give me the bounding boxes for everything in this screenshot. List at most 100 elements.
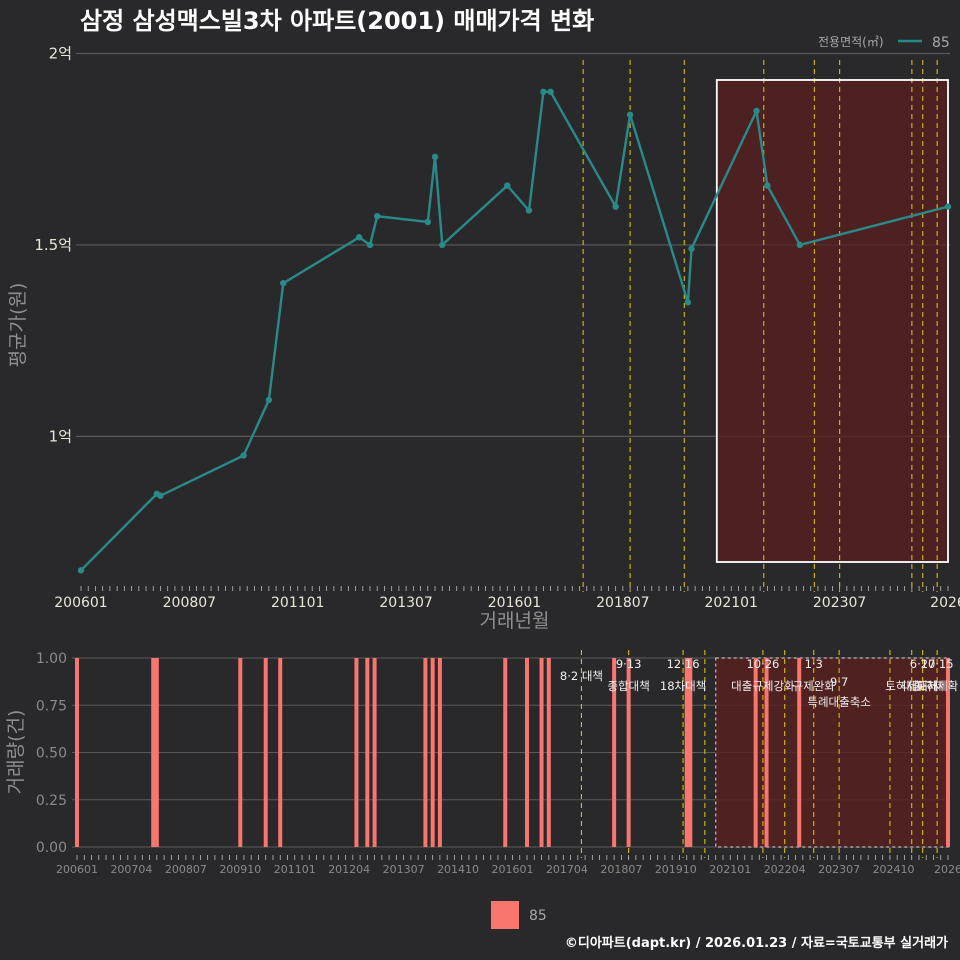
annotation-label: 토허제확 xyxy=(916,679,959,693)
x-tick-label: 200601 xyxy=(56,863,98,876)
volume-bar xyxy=(626,658,631,847)
price-point xyxy=(504,182,511,189)
y-tick-label: 1.00 xyxy=(36,651,67,667)
price-point xyxy=(540,88,547,95)
x-tick-label: 200910 xyxy=(219,863,261,876)
chart-title: 삼정 삼성맥스빌3차 아파트(2001) 매매가격 변화 xyxy=(80,7,594,35)
volume-bar xyxy=(238,658,243,847)
x-tick-label: 201204 xyxy=(328,863,370,876)
price-point xyxy=(684,299,692,306)
x-tick-label: 200601 xyxy=(54,595,107,611)
x-tick-label: 201410 xyxy=(437,863,479,876)
volume-bar xyxy=(151,658,156,847)
highlight-region xyxy=(716,80,948,562)
x-tick-label: 201101 xyxy=(274,863,316,876)
price-point xyxy=(157,492,164,499)
y-axis-label: 평균가(원) xyxy=(7,283,29,368)
footer-credit: ©디아파트(dapt.kr) / 2026.01.23 / 자료=국토교통부 실… xyxy=(565,935,948,951)
price-point xyxy=(525,207,533,214)
highlight-box xyxy=(715,79,949,563)
legend-label: 85 xyxy=(529,908,547,924)
volume-bar xyxy=(430,658,435,847)
x-axis-label: 거래년월 xyxy=(480,610,550,632)
price-point xyxy=(265,396,273,404)
price-point xyxy=(431,153,439,161)
volume-bar xyxy=(503,658,508,847)
annotation-label: 토허제해제 xyxy=(885,679,938,693)
volume-bar xyxy=(688,658,693,847)
volume-bar xyxy=(753,658,758,847)
annotation-date: 12·16 xyxy=(667,657,700,671)
x-tick-label: 202204 xyxy=(764,863,806,876)
x-tick-label: 201807 xyxy=(600,863,642,876)
volume-bar xyxy=(278,658,283,847)
legend-bar-swatch xyxy=(491,901,519,929)
volume-bar xyxy=(546,658,551,847)
x-tick-label: 2026 xyxy=(934,863,960,876)
y-tick-label: 1.5억 xyxy=(34,236,72,254)
annotation-label: 종합대책 xyxy=(607,679,649,693)
x-tick-label: 201601 xyxy=(492,863,534,876)
price-point xyxy=(439,241,446,249)
y-axis-label: 거래량(건) xyxy=(5,710,27,795)
x-tick-label: 201307 xyxy=(379,595,432,611)
volume-bar xyxy=(539,658,544,847)
volume-bar xyxy=(365,658,370,847)
y-tick-label: 2억 xyxy=(49,44,72,62)
price-point xyxy=(612,203,619,210)
x-tick-label: 200807 xyxy=(165,863,207,876)
annotation-label: 규제완화 xyxy=(793,679,836,693)
volume-bar xyxy=(437,658,442,847)
price-point xyxy=(944,203,952,210)
legend-title: 전용면적(㎡) xyxy=(818,35,884,49)
x-tick-label: 200807 xyxy=(163,595,216,611)
annotation-label: 18차대책 xyxy=(660,679,706,693)
annotation-label: 대출규제강화 xyxy=(731,679,795,693)
x-tick-label: 200704 xyxy=(110,863,152,876)
price-point xyxy=(240,452,247,459)
price-point xyxy=(77,567,85,574)
price-point xyxy=(366,241,374,249)
price-point xyxy=(753,107,760,115)
price-point xyxy=(280,280,287,287)
legend-label: 85 xyxy=(932,35,950,51)
x-tick-label: 201704 xyxy=(546,863,588,876)
x-tick-label: 202101 xyxy=(705,595,758,611)
price-point xyxy=(626,111,634,118)
price-point xyxy=(374,213,381,220)
annotation-label: 8·2 대책 xyxy=(560,669,603,683)
volume-bar xyxy=(75,658,79,847)
annotation-date: 9·13 xyxy=(616,657,642,671)
volume-bar xyxy=(372,658,377,847)
volume-bar xyxy=(354,658,359,847)
annotation-date: 10·15 xyxy=(921,657,954,671)
volume-bar-chart: 0.00 0.25 0.50 0.75 1.00 8·2 대책 9·13 종합대책 12·16 1… xyxy=(5,650,960,929)
x-tick-label: 202101 xyxy=(709,863,751,876)
price-point xyxy=(355,234,363,241)
price-point xyxy=(547,88,554,95)
price-line xyxy=(80,90,949,572)
price-line-chart: 1억 1.5억 2억 200601 200807 201101 201307 201601 20… xyxy=(7,35,960,632)
x-tick-label: 202307 xyxy=(818,863,860,876)
annotation-date: 1·3 xyxy=(805,657,823,671)
x-tick-label: 202410 xyxy=(873,863,915,876)
annotation-date: 10·26 xyxy=(746,657,779,671)
y-tick-label: 0.75 xyxy=(36,698,67,714)
x-tick-label: 201307 xyxy=(383,863,425,876)
price-point xyxy=(688,245,695,252)
x-tick-label: 202307 xyxy=(813,595,866,611)
y-tick-label: 0.50 xyxy=(36,746,67,762)
volume-bar xyxy=(525,658,530,847)
annotation-label: 특례대출축소 xyxy=(807,695,870,709)
volume-bar xyxy=(764,658,769,847)
volume-bar xyxy=(263,658,268,847)
y-tick-label: 1억 xyxy=(49,427,72,445)
annotation-label: 대출규제 xyxy=(901,679,943,693)
volume-bar xyxy=(423,658,428,847)
x-tick-label: 201601 xyxy=(488,595,541,611)
annotation-date: 9·7 xyxy=(830,675,848,689)
y-tick-label: 0.00 xyxy=(36,840,67,856)
volume-bar xyxy=(946,658,950,847)
volume-bar xyxy=(684,658,689,847)
